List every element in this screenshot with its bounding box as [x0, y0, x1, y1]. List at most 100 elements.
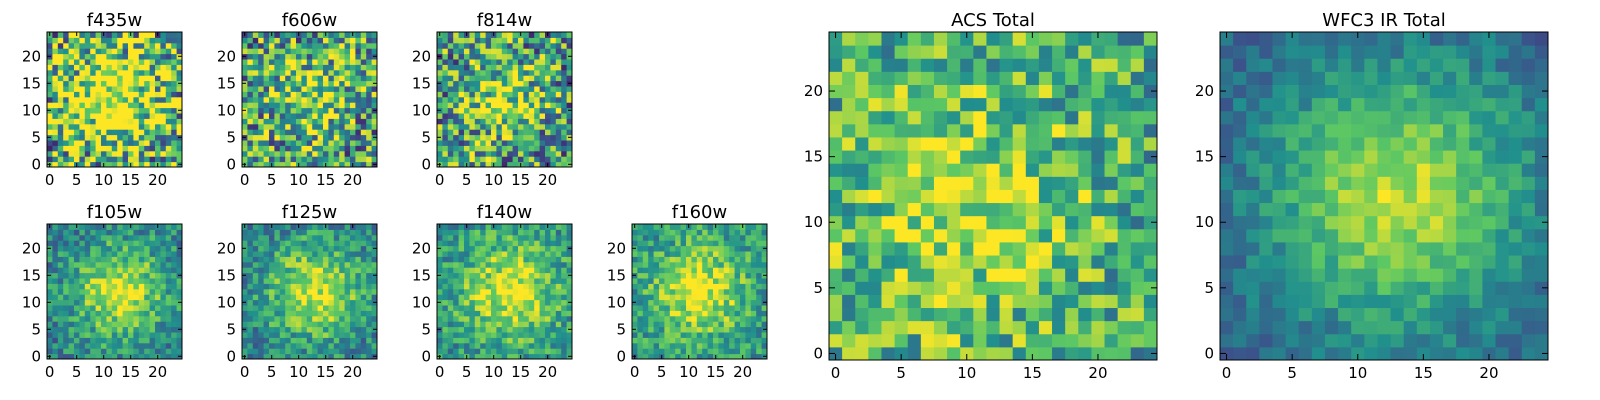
heatmap-cell: [149, 326, 156, 333]
heatmap-cell: [686, 348, 692, 355]
heatmap-cell: [106, 353, 113, 360]
heatmap-cell: [138, 156, 145, 163]
heatmap-cell: [512, 32, 519, 38]
heatmap-cell: [718, 353, 725, 360]
heatmap-cell: [1104, 346, 1119, 361]
heatmap-cell: [328, 96, 335, 103]
heatmap-cell: [106, 278, 113, 284]
heatmap-cell: [160, 80, 167, 87]
heatmap-cell: [279, 156, 286, 163]
heatmap-cell: [106, 145, 113, 152]
heatmap-cell: [155, 261, 161, 268]
heatmap-cell: [653, 240, 660, 247]
heatmap-cell: [144, 229, 151, 236]
heatmap-cell: [128, 102, 134, 109]
x-tick-label: 15: [511, 363, 530, 381]
heatmap-cell: [761, 229, 768, 236]
heatmap-cell: [122, 337, 129, 344]
heatmap-cell: [90, 140, 97, 146]
heatmap-cell: [263, 134, 270, 141]
heatmap-cell: [447, 32, 454, 38]
heatmap-cell: [171, 261, 178, 268]
heatmap-cell: [632, 288, 638, 295]
heatmap-cell: [317, 91, 324, 98]
heatmap-cell: [269, 267, 275, 274]
heatmap-cell: [512, 240, 519, 247]
heatmap-cell: [659, 272, 665, 279]
heatmap-cell: [707, 267, 714, 274]
heatmap-cell: [933, 163, 948, 177]
heatmap-cell: [469, 240, 476, 247]
heatmap-cell: [317, 332, 324, 338]
heatmap-cell: [68, 245, 75, 252]
x-tick-label: 15: [706, 363, 725, 381]
heatmap-cell: [279, 288, 286, 295]
heatmap-cell: [269, 234, 275, 241]
heatmap-cell: [155, 102, 161, 109]
heatmap-cell: [447, 42, 454, 49]
heatmap-cell: [555, 69, 562, 76]
heatmap-cell: [1143, 189, 1158, 204]
heatmap-cell: [680, 261, 687, 268]
heatmap-cell: [469, 283, 476, 290]
heatmap-cell: [90, 299, 97, 306]
heatmap-cell: [447, 315, 454, 322]
heatmap-cell: [312, 315, 319, 322]
heatmap-cell: [306, 48, 313, 55]
heatmap-cell: [1130, 163, 1145, 177]
heatmap-cell: [323, 140, 329, 146]
heatmap-cell: [539, 310, 546, 317]
heatmap-cell: [485, 305, 492, 311]
heatmap-cell: [545, 272, 551, 279]
heatmap-cell: [350, 145, 356, 152]
heatmap-cell: [171, 96, 178, 103]
heatmap-cell: [507, 288, 514, 295]
heatmap-cell: [702, 224, 709, 230]
heatmap-cell: [561, 240, 568, 247]
heatmap-cell: [545, 96, 551, 103]
heatmap-cell: [518, 69, 524, 76]
heatmap-cell: [960, 163, 974, 177]
heatmap-cell: [528, 113, 535, 119]
heatmap-cell: [176, 91, 183, 98]
heatmap-cell: [301, 261, 308, 268]
heatmap-cell: [761, 310, 768, 317]
heatmap-cell: [252, 96, 259, 103]
heatmap-cell: [458, 294, 465, 301]
heatmap-cell: [111, 261, 118, 268]
heatmap-cell: [675, 348, 682, 355]
heatmap-cell: [306, 321, 313, 328]
heatmap-cell: [242, 234, 248, 241]
heatmap-cell: [90, 80, 97, 87]
heatmap-cell: [566, 283, 573, 290]
heatmap-cell: [57, 42, 64, 49]
heatmap-cell: [528, 267, 535, 274]
heatmap-cell: [274, 326, 281, 333]
heatmap-cell: [1104, 215, 1119, 230]
heatmap-cell: [47, 234, 53, 241]
heatmap-cell: [155, 267, 161, 274]
heatmap-cell: [458, 261, 465, 268]
heatmap-cell: [155, 321, 161, 328]
heatmap-cell: [453, 140, 460, 146]
heatmap-cell: [550, 156, 557, 163]
heatmap-cell: [637, 278, 644, 284]
heatmap-cell: [274, 37, 281, 44]
heatmap-cell: [122, 251, 129, 257]
heatmap-cell: [566, 86, 573, 92]
heatmap-cell: [160, 251, 167, 257]
heatmap-cell: [1117, 294, 1132, 309]
heatmap-cell: [258, 107, 265, 114]
heatmap-cell: [252, 288, 259, 295]
heatmap-cell: [366, 156, 373, 163]
heatmap-cell: [1025, 346, 1040, 361]
heatmap-cell: [101, 267, 107, 274]
heatmap-cell: [144, 283, 151, 290]
heatmap-cell: [512, 102, 519, 109]
heatmap-cell: [702, 278, 709, 284]
heatmap-cell: [301, 42, 308, 49]
heatmap-cell: [512, 294, 519, 301]
y-tick-label: 0: [31, 347, 41, 365]
heatmap-cell: [745, 315, 752, 322]
heatmap-cell: [47, 129, 53, 136]
